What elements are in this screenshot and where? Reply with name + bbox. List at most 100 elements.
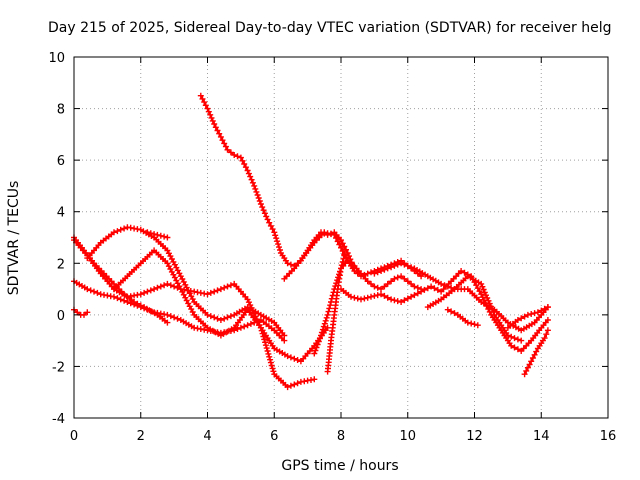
data-point-marker xyxy=(528,311,535,317)
data-point-marker xyxy=(479,283,486,290)
data-point-marker xyxy=(323,314,330,321)
data-point-marker xyxy=(341,243,348,250)
data-point-marker xyxy=(214,127,221,134)
x-tick-label: 6 xyxy=(270,429,278,444)
data-point-marker xyxy=(438,280,445,287)
data-point-marker xyxy=(231,152,238,158)
data-point-marker xyxy=(222,143,229,150)
data-point-marker xyxy=(334,238,341,245)
data-point-marker xyxy=(211,288,218,295)
data-point-marker xyxy=(237,324,244,331)
data-point-marker xyxy=(81,311,87,318)
data-point-marker xyxy=(358,296,364,303)
data-point-marker xyxy=(444,306,451,313)
data-point-marker xyxy=(208,114,215,121)
data-point-marker xyxy=(404,295,411,302)
data-point-marker xyxy=(267,359,274,366)
x-tick-label: 16 xyxy=(600,429,617,444)
data-point-marker xyxy=(211,314,218,321)
x-tick-label: 10 xyxy=(399,429,416,444)
satellite-track-16 xyxy=(504,304,551,331)
data-point-marker xyxy=(534,309,541,316)
data-point-marker xyxy=(224,314,231,321)
data-point-marker xyxy=(281,337,288,344)
data-point-marker xyxy=(244,322,251,329)
data-point-marker xyxy=(114,228,121,235)
satellite-track-17 xyxy=(521,327,551,378)
data-point-marker xyxy=(141,289,148,296)
data-point-marker xyxy=(281,332,288,339)
data-point-marker xyxy=(272,232,279,239)
data-point-marker xyxy=(319,326,326,333)
data-point-marker xyxy=(277,247,283,253)
data-point-marker xyxy=(249,179,256,186)
data-point-marker xyxy=(486,300,493,307)
data-point-marker xyxy=(508,342,515,349)
data-point-marker xyxy=(217,133,224,140)
y-tick-label: 0 xyxy=(57,309,65,324)
data-point-marker xyxy=(221,315,228,322)
data-point-marker xyxy=(141,305,148,312)
data-point-marker xyxy=(544,317,551,323)
data-point-marker xyxy=(144,288,151,295)
data-point-marker xyxy=(351,294,358,301)
data-point-marker xyxy=(294,380,301,387)
data-point-marker xyxy=(364,270,371,277)
data-point-marker xyxy=(151,286,158,293)
data-point-marker xyxy=(391,275,398,282)
data-point-marker xyxy=(147,308,154,314)
data-point-marker xyxy=(339,248,346,254)
data-point-marker xyxy=(381,292,388,299)
data-point-marker xyxy=(84,286,91,293)
data-point-marker xyxy=(144,229,151,236)
data-point-marker xyxy=(291,381,298,388)
data-point-marker xyxy=(368,269,374,276)
x-tick-label: 2 xyxy=(137,429,145,444)
data-point-marker xyxy=(316,335,323,342)
data-point-marker xyxy=(204,105,211,112)
data-point-marker xyxy=(458,268,465,274)
data-point-marker xyxy=(327,302,334,309)
data-point-marker xyxy=(264,348,271,354)
data-point-marker xyxy=(324,311,331,318)
data-point-marker xyxy=(262,342,269,349)
data-point-marker xyxy=(124,299,131,305)
y-axis-label: SDTVAR / TECUs xyxy=(6,181,22,296)
data-point-marker xyxy=(161,282,168,289)
data-point-marker xyxy=(257,201,264,207)
data-point-marker xyxy=(256,198,263,204)
data-point-marker xyxy=(224,146,231,153)
data-point-marker xyxy=(227,149,234,156)
data-point-marker xyxy=(487,303,494,310)
data-point-marker xyxy=(408,280,415,287)
data-point-marker xyxy=(151,231,158,238)
data-point-marker xyxy=(271,229,278,236)
data-point-marker xyxy=(378,286,384,293)
data-point-marker xyxy=(274,238,281,245)
data-point-marker xyxy=(394,298,401,305)
data-series xyxy=(71,92,551,391)
data-point-marker xyxy=(401,275,408,282)
data-point-marker xyxy=(364,294,371,301)
data-point-marker xyxy=(157,283,164,290)
data-point-marker xyxy=(364,278,371,285)
data-point-marker xyxy=(205,108,212,115)
data-point-marker xyxy=(221,140,228,147)
chart-title: Day 215 of 2025, Sidereal Day-to-day VTE… xyxy=(48,20,611,36)
data-point-marker xyxy=(431,285,438,292)
y-tick-label: 4 xyxy=(57,206,65,221)
data-point-marker xyxy=(544,304,551,311)
data-point-marker xyxy=(267,356,274,363)
data-point-marker xyxy=(424,285,431,292)
data-point-marker xyxy=(117,226,124,233)
data-point-marker xyxy=(144,306,151,313)
data-point-marker xyxy=(127,300,134,307)
data-point-marker xyxy=(312,347,319,354)
data-point-marker xyxy=(394,274,401,281)
data-point-marker xyxy=(333,235,339,242)
data-point-marker xyxy=(287,261,294,268)
data-point-marker xyxy=(471,321,478,328)
data-point-marker xyxy=(464,319,471,326)
data-point-marker xyxy=(154,284,161,291)
data-point-marker xyxy=(111,229,117,236)
